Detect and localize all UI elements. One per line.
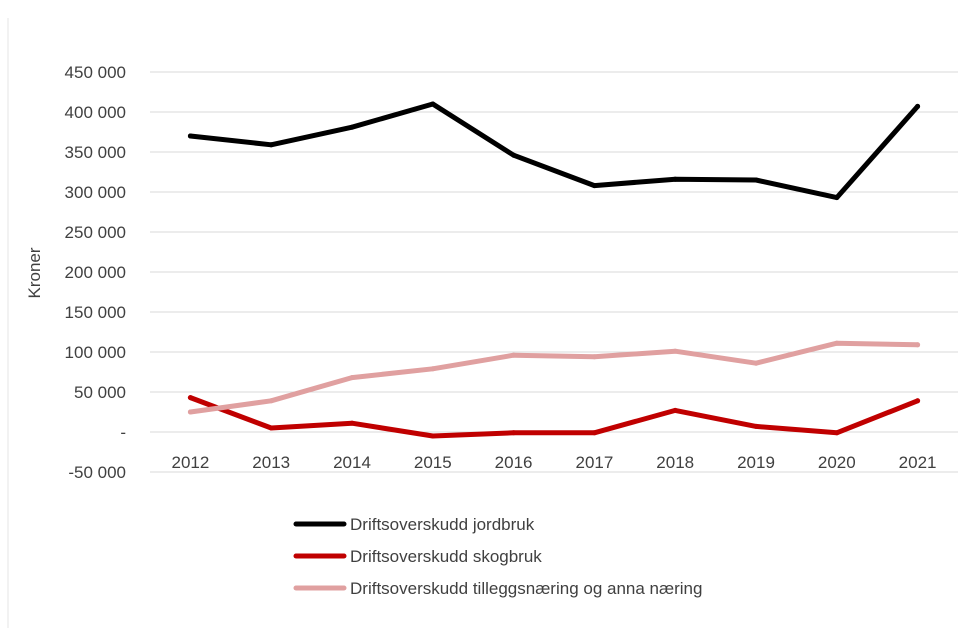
data-point (915, 104, 920, 109)
data-point (915, 342, 920, 347)
data-point (350, 125, 355, 130)
y-tick-label: 300 000 (65, 183, 126, 202)
legend-label: Driftsoverskudd jordbruk (350, 515, 535, 534)
data-point (592, 354, 597, 359)
x-tick-label: 2020 (818, 453, 856, 472)
x-tick-label: 2017 (575, 453, 613, 472)
legend-label: Driftsoverskudd tilleggsnæring og anna n… (350, 579, 702, 598)
data-point (511, 153, 516, 158)
data-point (834, 341, 839, 346)
data-point (673, 177, 678, 182)
x-tick-label: 2012 (171, 453, 209, 472)
data-point (430, 366, 435, 371)
y-tick-label: 450 000 (65, 63, 126, 82)
data-point (188, 134, 193, 139)
data-point (188, 410, 193, 415)
x-tick-label: 2018 (656, 453, 694, 472)
x-tick-label: 2019 (737, 453, 775, 472)
data-point (754, 361, 759, 366)
y-tick-label: 350 000 (65, 143, 126, 162)
data-point (754, 178, 759, 183)
data-point (269, 142, 274, 147)
y-tick-label: -50 000 (68, 463, 126, 482)
y-tick-label: 200 000 (65, 263, 126, 282)
data-point (673, 349, 678, 354)
x-tick-label: 2016 (495, 453, 533, 472)
series-line-2 (190, 398, 917, 436)
data-point (834, 195, 839, 200)
y-tick-label: 150 000 (65, 303, 126, 322)
data-point (430, 102, 435, 107)
x-tick-label: 2013 (252, 453, 290, 472)
x-tick-label: 2015 (414, 453, 452, 472)
data-point (592, 430, 597, 435)
data-point (269, 398, 274, 403)
gridlines (150, 72, 958, 472)
data-point (511, 353, 516, 358)
data-point (269, 426, 274, 431)
series-line-1 (190, 104, 917, 198)
x-axis-ticks: 2012 2013 2014 2015 2016 2017 2018 2019 2020 2021 (171, 453, 936, 472)
legend: Driftsoverskudd jordbruk Driftsoverskudd … (296, 515, 702, 598)
series-line-3 (190, 343, 917, 412)
data-point (754, 424, 759, 429)
legend-label: Driftsoverskudd skogbruk (350, 547, 542, 566)
data-point (592, 183, 597, 188)
data-point (350, 421, 355, 426)
data-point (188, 395, 193, 400)
y-tick-label: 100 000 (65, 343, 126, 362)
y-tick-label: - (120, 423, 126, 442)
y-tick-label: 50 000 (74, 383, 126, 402)
data-point (915, 398, 920, 403)
y-axis-ticks: 450 000 400 000 350 000 300 000 250 000 200 0… (65, 63, 126, 482)
y-tick-label: 400 000 (65, 103, 126, 122)
x-tick-label: 2014 (333, 453, 371, 472)
x-tick-label: 2021 (899, 453, 937, 472)
y-tick-label: 250 000 (65, 223, 126, 242)
data-point (350, 375, 355, 380)
y-axis-title: Kroner (25, 247, 44, 298)
data-point (673, 408, 678, 413)
data-point (430, 434, 435, 439)
data-point (511, 430, 516, 435)
data-point (834, 430, 839, 435)
